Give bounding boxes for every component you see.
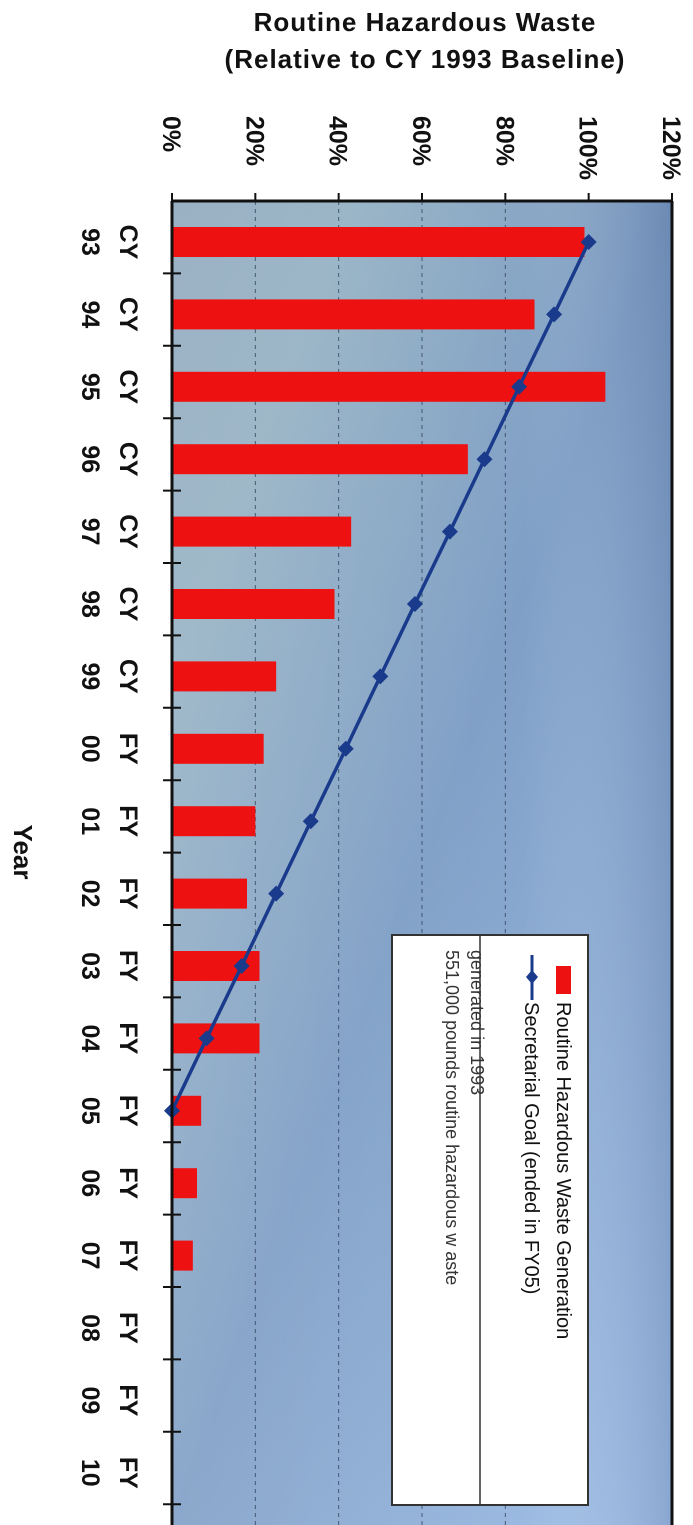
legend: Routine Hazardous Waste Generation Secre… <box>391 934 589 1506</box>
category-label-prefix: CY <box>114 442 142 477</box>
category-label-year: 95 <box>76 373 104 401</box>
value-tick-label-0: 0% <box>157 116 185 152</box>
value-tick-label-20: 20% <box>240 116 268 166</box>
bar-cy-94 <box>172 299 535 330</box>
bar-fy-00 <box>172 733 264 764</box>
category-label-prefix: FY <box>114 1240 142 1272</box>
category-label-year: 97 <box>76 518 104 546</box>
value-tick-label-60: 60% <box>407 116 435 166</box>
category-label-prefix: FY <box>114 1022 142 1054</box>
goal-marker <box>441 523 458 540</box>
category-label-year: 99 <box>76 662 104 690</box>
category-label-prefix: FY <box>114 733 142 765</box>
category-axis-ticks: CY 93 CY 94 CY 95 CY 96 CY 97 CY 98 CY 99 FY 00 FY 01 FY 02… <box>76 225 181 1506</box>
category-label-year: 08 <box>76 1314 104 1342</box>
legend-box <box>391 934 589 1506</box>
category-label-prefix: FY <box>114 1457 142 1489</box>
category-label-prefix: FY <box>114 1384 142 1416</box>
category-label-prefix: CY <box>114 587 142 622</box>
category-label-prefix: CY <box>114 514 142 549</box>
goal-marker <box>337 740 354 757</box>
category-label-year: 09 <box>76 1386 104 1414</box>
goal-marker <box>233 958 250 974</box>
category-label-year: 93 <box>76 228 104 256</box>
goal-marker <box>511 378 528 395</box>
category-label-year: 10 <box>76 1459 104 1487</box>
category-label-year: 01 <box>76 807 104 835</box>
bar-cy-96 <box>172 444 468 475</box>
category-label-year: 04 <box>76 1024 104 1052</box>
bar-fy-04 <box>172 1023 260 1054</box>
chart-title-line-2: (Relative to CY 1993 Baseline) <box>225 44 626 74</box>
value-axis-ticks: 0% 20% 40% 60% 80% 100% 120% <box>157 116 685 201</box>
legend-bar-swatch <box>556 966 571 994</box>
goal-marker <box>268 885 285 902</box>
goal-marker <box>406 596 423 612</box>
value-tick-label-40: 40% <box>324 116 352 166</box>
category-label-prefix: FY <box>114 805 142 837</box>
category-label-year: 03 <box>76 952 104 980</box>
bar-fy-02 <box>172 878 247 909</box>
category-label-prefix: CY <box>114 369 142 404</box>
category-label-prefix: CY <box>114 297 142 332</box>
goal-marker <box>580 234 597 250</box>
goal-marker <box>546 306 563 323</box>
category-label-year: 98 <box>76 590 104 618</box>
category-label-prefix: FY <box>114 1167 142 1199</box>
category-label-year: 02 <box>76 880 104 908</box>
goal-marker <box>198 1030 215 1047</box>
category-label-year: 07 <box>76 1242 104 1270</box>
x-axis-title: Year <box>8 825 38 880</box>
bar-series <box>172 227 606 1271</box>
category-label-year: 05 <box>76 1097 104 1125</box>
category-label-year: 96 <box>76 445 104 473</box>
chart-title-line-1: Routine Hazardous Waste <box>254 7 597 37</box>
legend-note: 551,000 pounds routine hazardous w aste … <box>442 950 487 1290</box>
bar-cy-99 <box>172 661 277 692</box>
value-tick-label-80: 80% <box>490 116 518 166</box>
value-tick-label-100: 100% <box>574 116 602 180</box>
goal-line-series <box>164 234 597 1119</box>
category-label-prefix: CY <box>114 225 142 260</box>
category-label-prefix: FY <box>114 950 142 982</box>
bar-cy-97 <box>172 516 352 547</box>
category-label-prefix: FY <box>114 878 142 910</box>
bar-fy-06 <box>172 1168 197 1199</box>
legend-marker-swatch <box>526 970 538 984</box>
category-label-year: 00 <box>76 735 104 763</box>
bar-cy-98 <box>172 589 335 619</box>
category-label-prefix: CY <box>114 659 142 694</box>
category-label-prefix: FY <box>114 1312 142 1344</box>
value-tick-label-120: 120% <box>657 116 685 180</box>
bar-fy-01 <box>172 806 256 837</box>
goal-marker <box>476 451 493 468</box>
legend-label-goal: Secretarial Goal (ended in FY05) <box>520 1002 542 1294</box>
category-label-year: 94 <box>76 300 104 328</box>
category-label-year: 06 <box>76 1169 104 1197</box>
legend-label-waste: Routine Hazardous Waste Generation <box>552 1002 574 1339</box>
category-label-prefix: FY <box>114 1095 142 1127</box>
bar-cy-93 <box>172 227 585 257</box>
bar-cy-95 <box>172 371 606 402</box>
bar-fy-07 <box>172 1240 193 1271</box>
goal-marker <box>372 668 389 685</box>
goal-marker <box>302 813 319 830</box>
